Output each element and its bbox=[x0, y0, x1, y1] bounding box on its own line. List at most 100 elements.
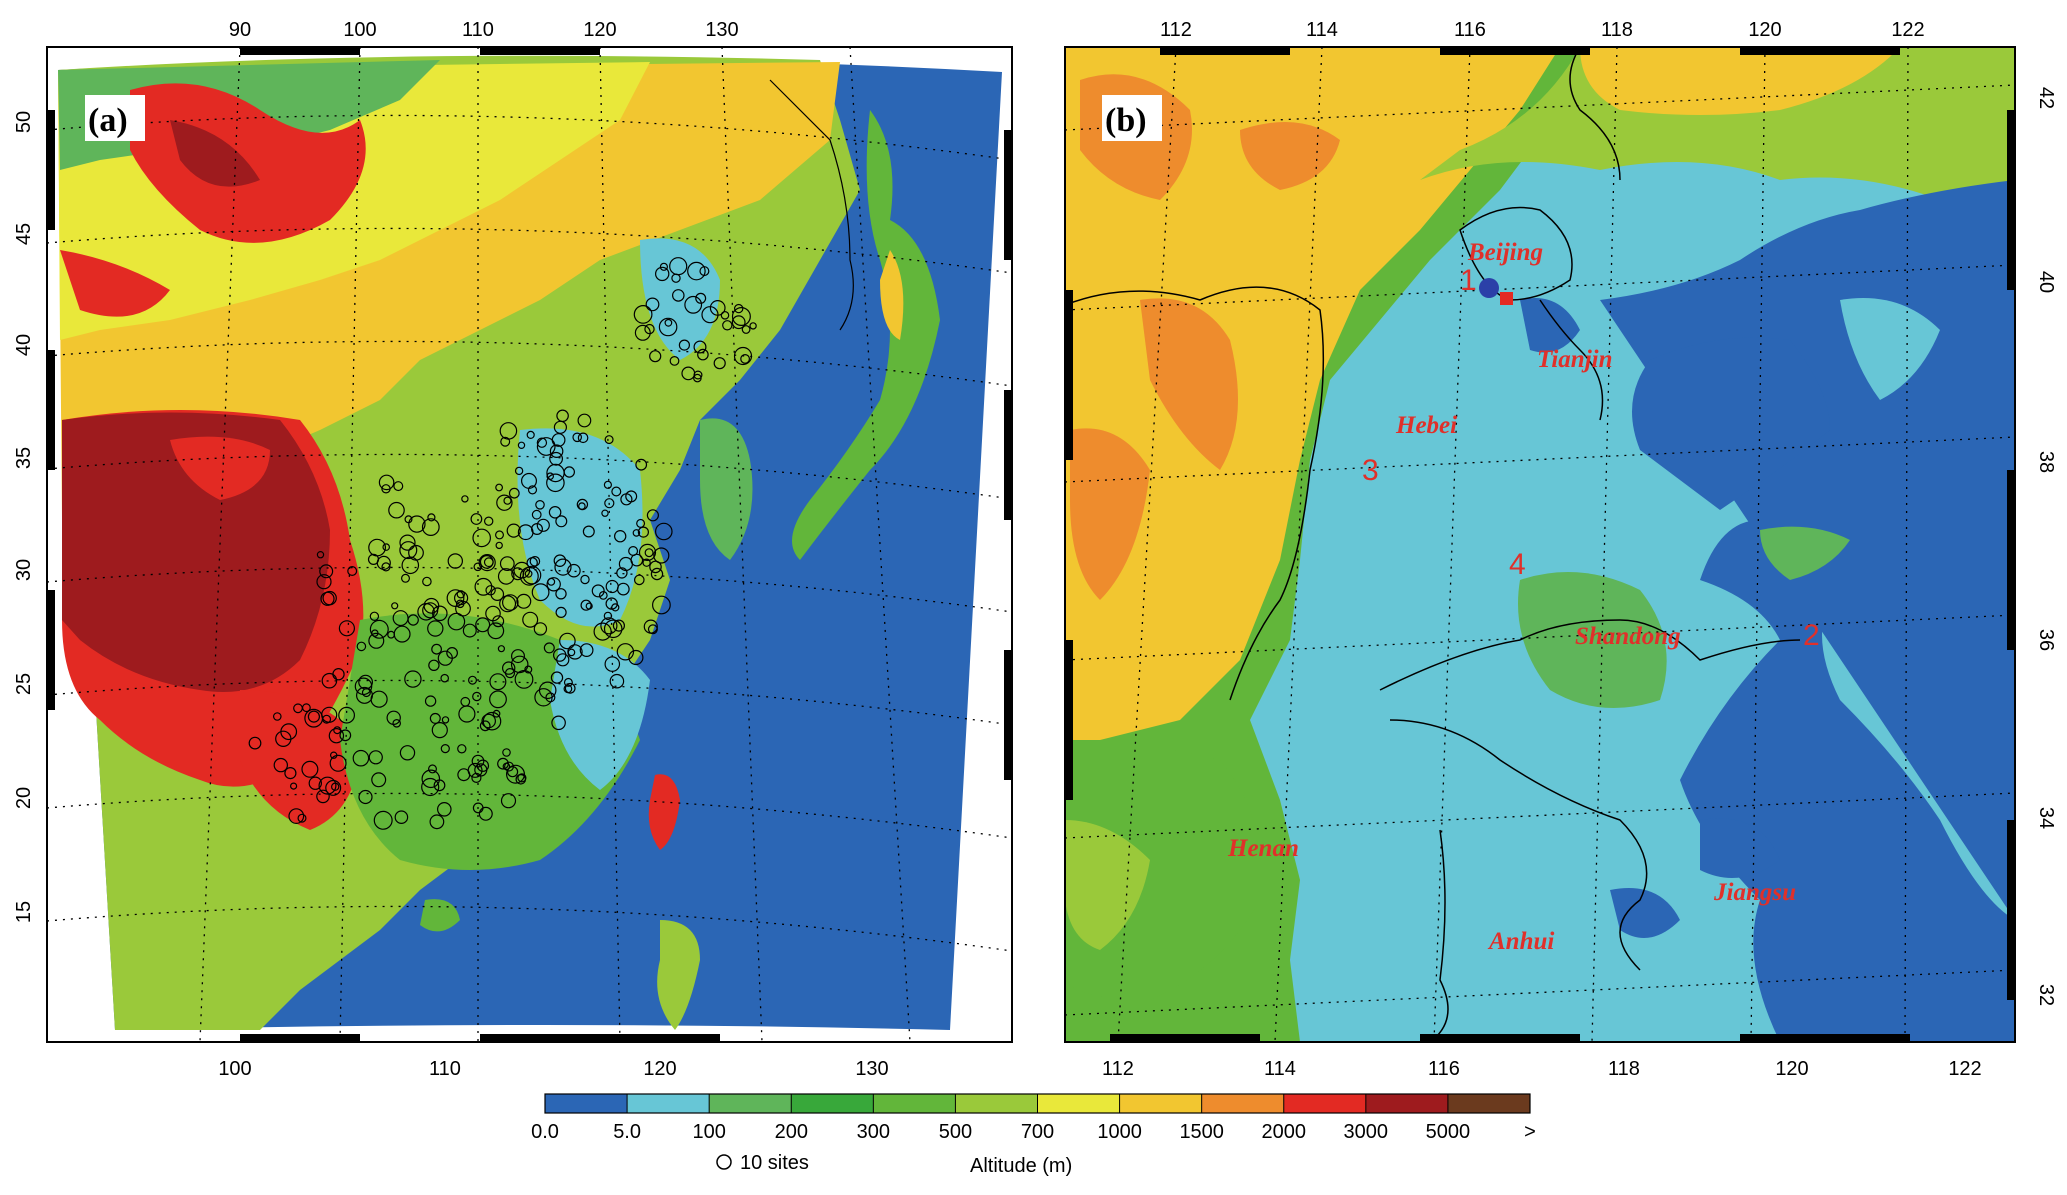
site-circle bbox=[429, 814, 445, 830]
site-circle bbox=[579, 643, 594, 657]
site-circle bbox=[481, 713, 496, 729]
site-circle bbox=[543, 642, 555, 654]
province-label-shandong: Shandong bbox=[1575, 623, 1681, 650]
site-circle bbox=[369, 611, 380, 622]
province-label-jiangsu: Jiangsu bbox=[1713, 879, 1796, 906]
site-circle bbox=[604, 656, 621, 672]
panel-b-bottom-tick-118: 118 bbox=[1608, 1058, 1640, 1080]
site-circle bbox=[713, 357, 726, 370]
site-circle bbox=[502, 762, 511, 771]
panel-a-left-tick-45: 45 bbox=[13, 223, 35, 245]
site-circle bbox=[671, 273, 681, 283]
colorbar-swatch bbox=[545, 1094, 628, 1113]
site-circle bbox=[603, 619, 623, 639]
province-label-beijing: Beijing bbox=[1467, 239, 1543, 266]
site-circle bbox=[605, 579, 619, 594]
site-circle bbox=[440, 673, 450, 683]
site-circle bbox=[546, 473, 565, 493]
site-circle bbox=[567, 563, 581, 578]
site-circle bbox=[329, 754, 347, 772]
colorbar-swatch bbox=[873, 1094, 956, 1113]
site-circle bbox=[319, 564, 334, 579]
site-circle bbox=[531, 509, 542, 520]
site-number-1: 1 bbox=[1460, 264, 1477, 297]
site-circle bbox=[572, 432, 582, 443]
site-circle bbox=[510, 655, 529, 674]
site-circle bbox=[321, 706, 338, 723]
panel-a-left-tick-20: 20 bbox=[13, 787, 35, 809]
panel-a-left-tick-25: 25 bbox=[13, 673, 35, 695]
site-circle bbox=[472, 691, 482, 702]
site-circle bbox=[635, 458, 648, 471]
site-circle bbox=[616, 567, 628, 579]
site-circle bbox=[664, 318, 673, 327]
panel-a-left-tick-30: 30 bbox=[13, 559, 35, 581]
site-circle bbox=[499, 595, 517, 613]
panel-a-top-tick-100: 100 bbox=[343, 19, 376, 41]
panel-b-top-tick-114: 114 bbox=[1306, 19, 1338, 41]
site-circle bbox=[638, 543, 657, 562]
panel-b-right-tick-32: 32 bbox=[2035, 984, 2057, 1006]
site-circle bbox=[522, 611, 539, 628]
site-circle bbox=[472, 802, 484, 814]
site-circle bbox=[422, 576, 432, 587]
site-circle bbox=[534, 688, 553, 707]
site-circle bbox=[497, 568, 515, 585]
colorbar-swatch bbox=[955, 1094, 1038, 1113]
site-circle bbox=[604, 498, 615, 509]
colorbar-swatch bbox=[1119, 1094, 1203, 1113]
province-label-hebei: Hebei bbox=[1395, 412, 1457, 439]
site-circle bbox=[564, 682, 576, 694]
site-circle bbox=[421, 777, 440, 797]
site-circle bbox=[371, 772, 387, 788]
site-circle bbox=[458, 705, 476, 723]
site-circle bbox=[455, 599, 465, 609]
site-circle bbox=[628, 649, 644, 666]
site-circle bbox=[393, 481, 404, 492]
site-circle bbox=[693, 370, 703, 380]
site-circle bbox=[492, 709, 501, 718]
site-circle bbox=[555, 515, 568, 528]
site-circle bbox=[654, 522, 673, 541]
site-circle bbox=[447, 553, 463, 569]
site-circle bbox=[545, 692, 556, 703]
site-circle bbox=[614, 530, 627, 543]
site-circle bbox=[290, 782, 298, 790]
site-circle bbox=[500, 436, 511, 447]
site-circle bbox=[502, 748, 511, 757]
colorbar-tick-label: 2000 bbox=[1262, 1121, 1307, 1143]
site-circle bbox=[347, 565, 358, 576]
site-number-3: 3 bbox=[1362, 454, 1379, 487]
panel-a-bottom-tick-110: 110 bbox=[429, 1058, 461, 1080]
colorbar-tick-label: 300 bbox=[857, 1121, 890, 1143]
panel-b-bottom-tick-112: 112 bbox=[1102, 1058, 1134, 1080]
site-circle bbox=[352, 749, 370, 767]
colorbar-tick-label: 100 bbox=[693, 1121, 726, 1143]
site-circle bbox=[499, 556, 515, 571]
site-circle bbox=[616, 643, 635, 661]
site-circle bbox=[653, 547, 670, 564]
panel-b-bottom-tick-116: 116 bbox=[1428, 1058, 1460, 1080]
colorbar-swatch bbox=[1283, 1094, 1367, 1113]
colorbar-tick-label: > bbox=[1524, 1121, 1536, 1143]
site-circle bbox=[547, 577, 556, 586]
site-circle bbox=[644, 323, 655, 335]
site-circle bbox=[642, 558, 651, 567]
site-circle bbox=[577, 413, 592, 428]
site-circle bbox=[500, 793, 517, 809]
site-circle bbox=[517, 441, 526, 449]
site-circle bbox=[529, 555, 541, 567]
panel-b-graticule bbox=[1064, 46, 2016, 1043]
site-circle bbox=[496, 494, 513, 511]
site-circle bbox=[503, 496, 512, 505]
site-circle bbox=[603, 611, 613, 621]
site-circle bbox=[447, 612, 466, 631]
site-circle bbox=[370, 690, 388, 708]
site-circle bbox=[516, 593, 532, 609]
panel-b-top-tick-122: 122 bbox=[1891, 19, 1924, 41]
site-circle bbox=[549, 444, 564, 458]
site-circle bbox=[308, 776, 322, 790]
site-circle bbox=[625, 490, 638, 503]
site-circle bbox=[580, 574, 590, 585]
